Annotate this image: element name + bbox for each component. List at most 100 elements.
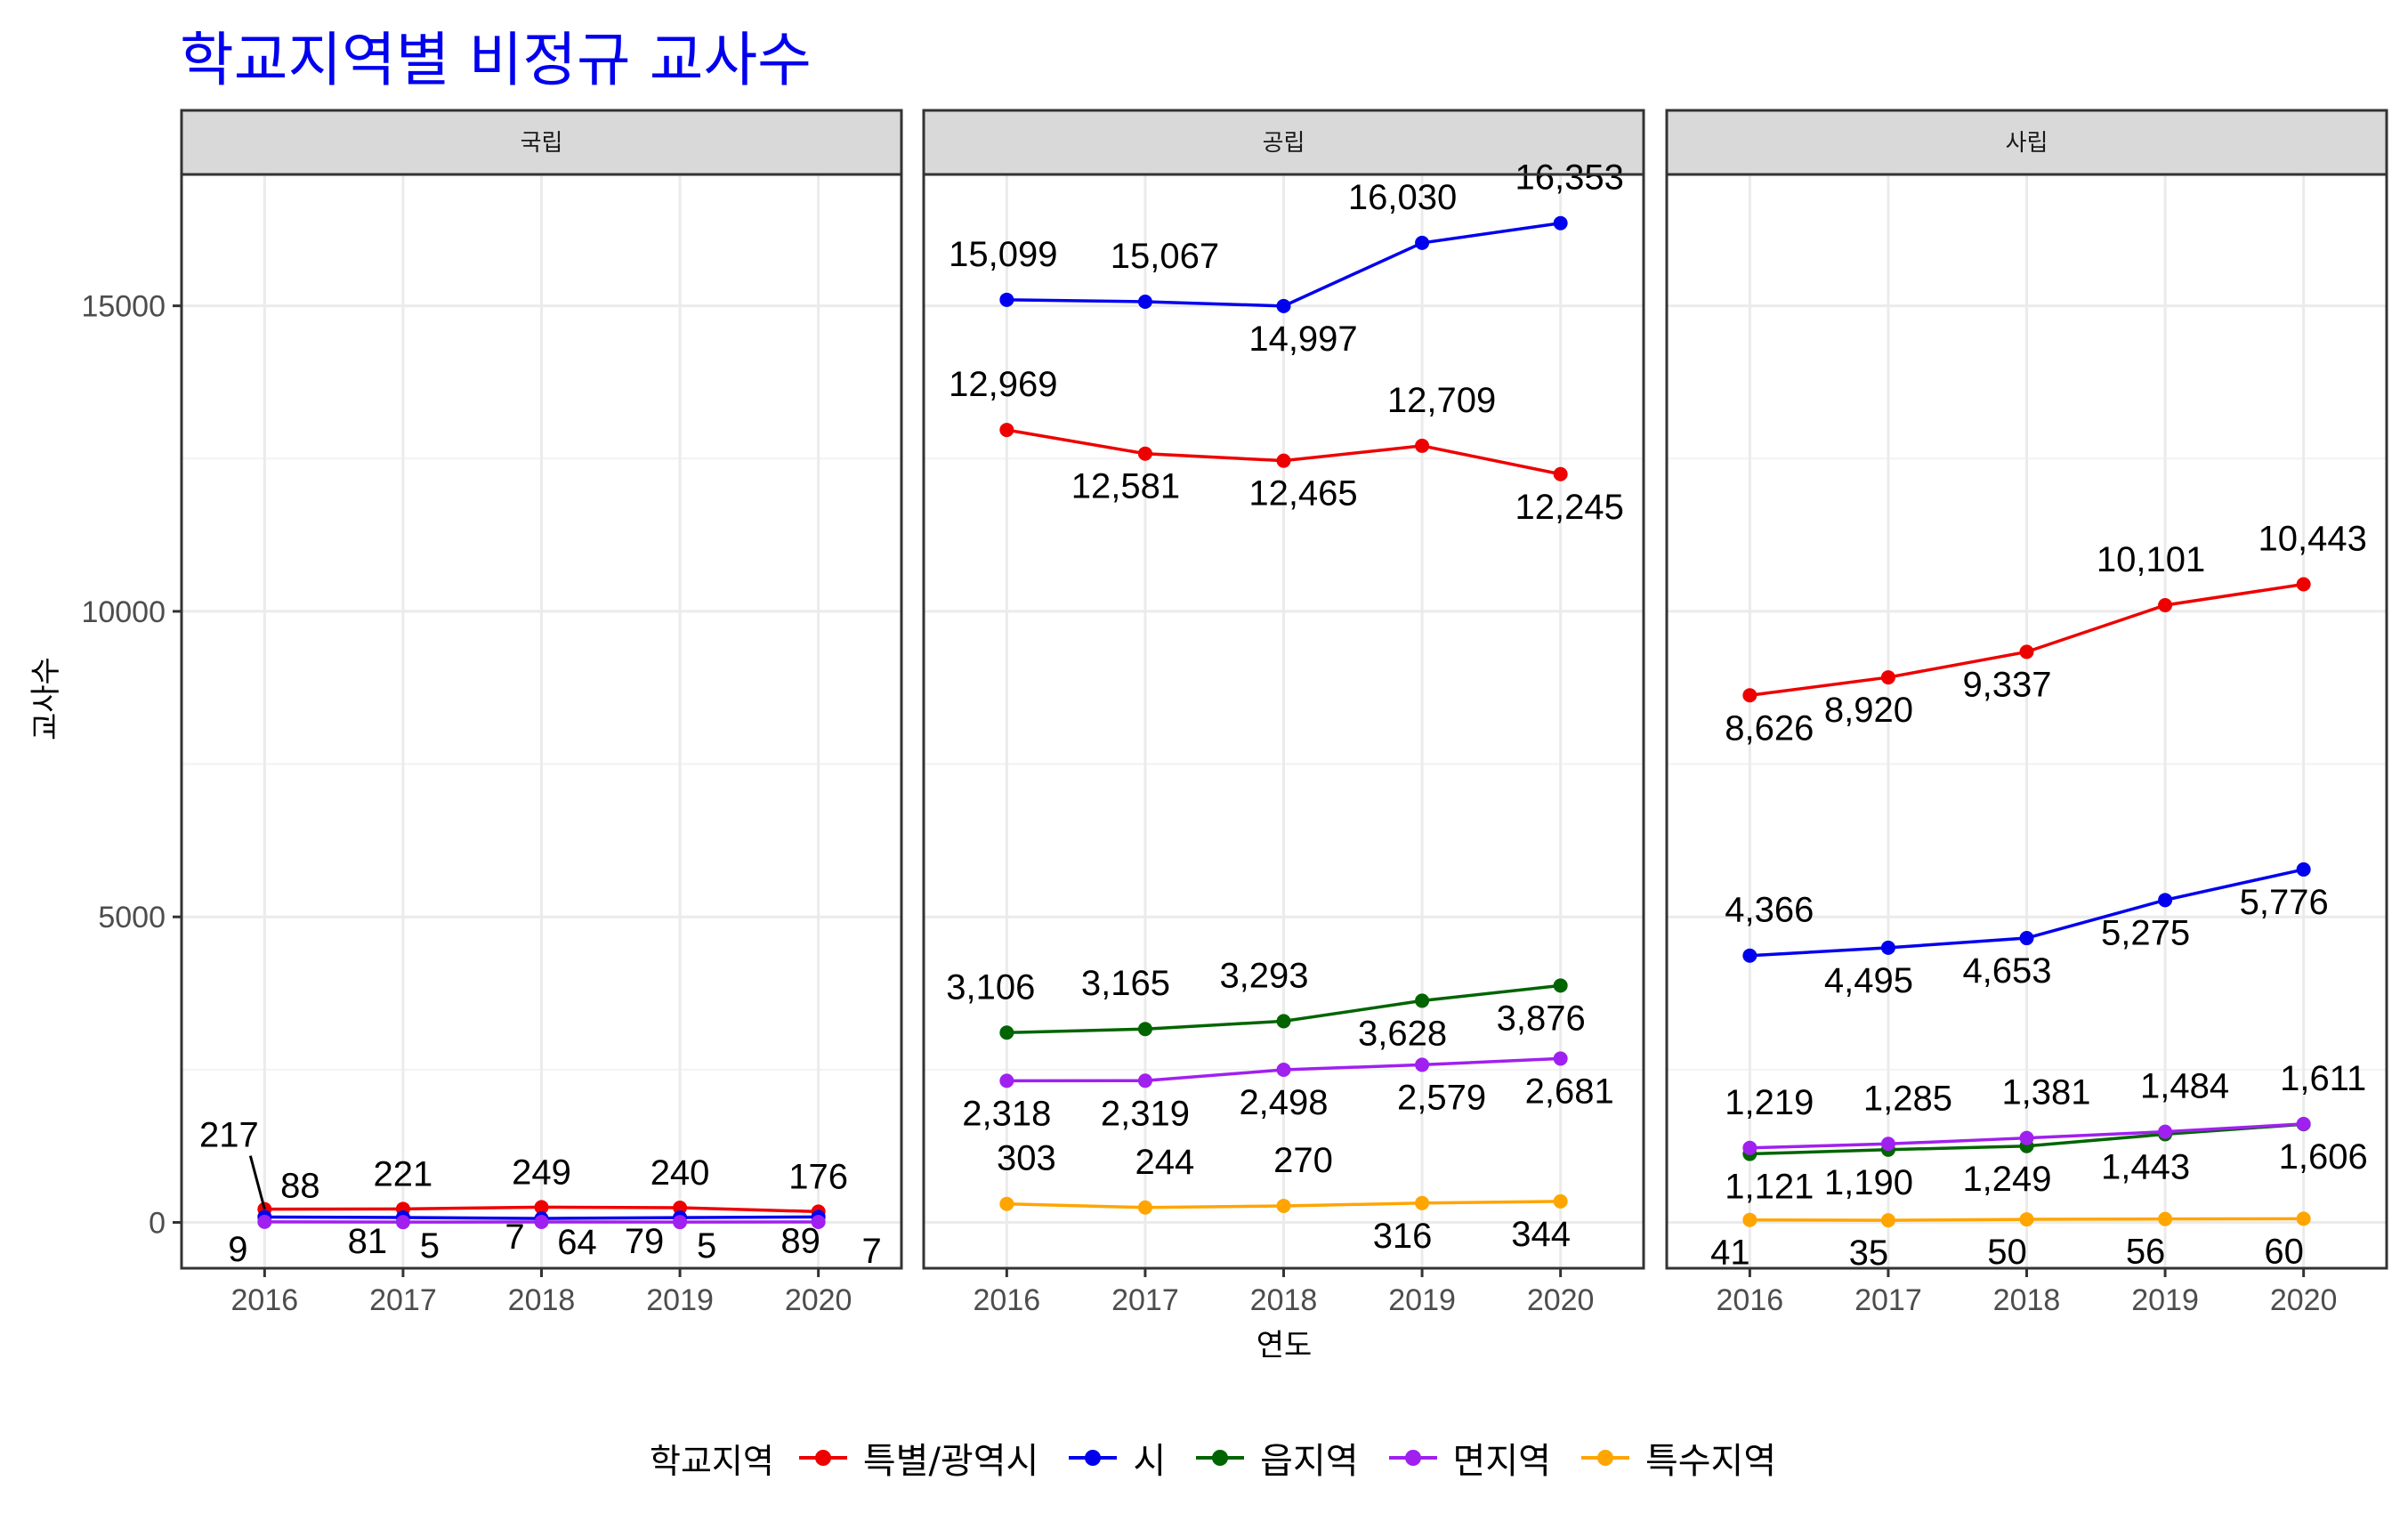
data-label: 3,106 [946, 967, 1035, 1007]
panel-strip [922, 109, 1645, 176]
data-label: 240 [650, 1153, 710, 1193]
data-point [1415, 993, 1430, 1008]
legend: 학교지역 특별/광역시 시 읍지역 면지역 특수지역 [650, 1431, 1799, 1485]
x-axis-label: 연도 [1256, 1328, 1313, 1363]
data-point [1742, 1212, 1758, 1227]
legend-key-special-icon [1574, 1431, 1636, 1485]
data-point [2019, 1212, 2034, 1227]
data-label: 41 [1710, 1234, 1750, 1273]
data-point [1276, 1014, 1291, 1029]
data-label: 1,249 [1962, 1160, 2051, 1199]
data-label: 1,484 [2140, 1067, 2229, 1106]
data-label: 244 [1135, 1143, 1195, 1182]
data-label: 221 [374, 1154, 433, 1193]
data-label: 10,443 [2258, 519, 2366, 558]
data-label: 8,920 [1824, 691, 1913, 730]
x-tick-label: 2016 [974, 1283, 1041, 1317]
legend-item-town: 읍지역 [1189, 1431, 1359, 1485]
data-label: 9,337 [1962, 665, 2051, 704]
data-point [1553, 466, 1568, 481]
data-label: 3,628 [1358, 1014, 1447, 1053]
data-label: 344 [1511, 1215, 1571, 1254]
data-point [2019, 931, 2034, 946]
legend-item-metro: 특별/광역시 [792, 1431, 1038, 1485]
x-tick-label: 2020 [1527, 1283, 1595, 1317]
data-label: 9 [228, 1230, 247, 1269]
data-point [534, 1200, 549, 1215]
x-tick-label: 2019 [646, 1283, 714, 1317]
data-label: 12,709 [1387, 381, 1496, 420]
data-label: 89 [780, 1221, 820, 1260]
data-point [999, 423, 1014, 438]
data-label: 12,969 [949, 365, 1057, 404]
data-label: 12,245 [1515, 488, 1623, 527]
panel-strip-label: 사립 [2006, 130, 2048, 157]
legend-label-metro: 특별/광역시 [862, 1441, 1039, 1482]
data-label: 1,611 [2280, 1059, 2366, 1098]
data-point [2296, 862, 2311, 877]
data-label: 2,498 [1239, 1083, 1328, 1122]
x-tick-label: 2017 [369, 1283, 437, 1317]
legend-label-rural: 면지역 [1452, 1441, 1551, 1482]
data-point [2296, 1211, 2311, 1226]
panel-strip-label: 국립 [521, 130, 563, 157]
data-point [1742, 948, 1758, 963]
data-point [534, 1215, 549, 1230]
y-tick-label: 5000 [98, 901, 166, 934]
data-point [1276, 1062, 1291, 1077]
data-label: 1,606 [2279, 1137, 2368, 1177]
x-tick-label: 2018 [1993, 1283, 2061, 1317]
x-tick-label: 2018 [508, 1283, 576, 1317]
data-label: 8,626 [1725, 708, 1814, 748]
chart-title: 학교지역별 비정규 교사수 [180, 26, 812, 94]
x-tick-label: 2019 [2131, 1283, 2199, 1317]
legend-key-city-icon [1062, 1431, 1124, 1485]
x-tick-label: 2017 [1854, 1283, 1922, 1317]
x-tick-label: 2020 [2270, 1283, 2338, 1317]
data-point [1276, 453, 1291, 468]
data-point [395, 1215, 410, 1230]
data-label: 217 [199, 1116, 259, 1155]
panel-strip [180, 109, 903, 176]
data-point [1415, 235, 1430, 250]
data-label: 50 [1987, 1233, 2027, 1272]
data-point [1137, 1073, 1152, 1088]
data-label: 4,366 [1725, 891, 1814, 930]
data-point [1553, 1193, 1568, 1209]
legend-title: 학교지역 [650, 1441, 774, 1481]
y-tick-label: 0 [149, 1207, 166, 1241]
y-axis-label: 교사수 [28, 657, 64, 740]
data-label: 88 [280, 1166, 320, 1205]
data-point [2158, 597, 2173, 612]
panel-strip [1665, 109, 2388, 176]
data-label: 1,121 [1725, 1168, 1814, 1207]
data-point [2158, 1124, 2173, 1139]
data-label: 3,293 [1219, 956, 1308, 995]
legend-key-metro-icon [792, 1431, 854, 1485]
data-point [1880, 1213, 1895, 1228]
data-label: 12,465 [1248, 474, 1357, 514]
legend-label-town: 읍지역 [1260, 1441, 1359, 1482]
panel-3: 사립 8,626 8,920 9,337 10,101 10,443 4,366 4,495 4… [1665, 109, 2388, 1317]
data-point [673, 1215, 688, 1230]
legend-item-special: 특수지역 [1574, 1431, 1776, 1485]
x-tick-label: 2017 [1111, 1283, 1179, 1317]
data-point [1880, 670, 1895, 685]
data-point [1880, 940, 1895, 955]
data-label: 12,581 [1071, 467, 1180, 506]
data-label: 4,653 [1962, 951, 2051, 991]
data-point [2158, 1211, 2173, 1226]
x-tick-label: 2019 [1388, 1283, 1456, 1317]
data-point [2019, 1130, 2034, 1145]
data-label: 176 [788, 1157, 848, 1196]
data-point [999, 1073, 1014, 1088]
data-point [1276, 298, 1291, 313]
data-label: 2,681 [1525, 1072, 1614, 1111]
data-point [1553, 1051, 1568, 1066]
data-label: 7 [862, 1232, 882, 1271]
data-point [999, 292, 1014, 307]
data-label: 16,353 [1515, 158, 1623, 198]
data-label: 3,876 [1497, 999, 1586, 1038]
data-point [1137, 1022, 1152, 1037]
